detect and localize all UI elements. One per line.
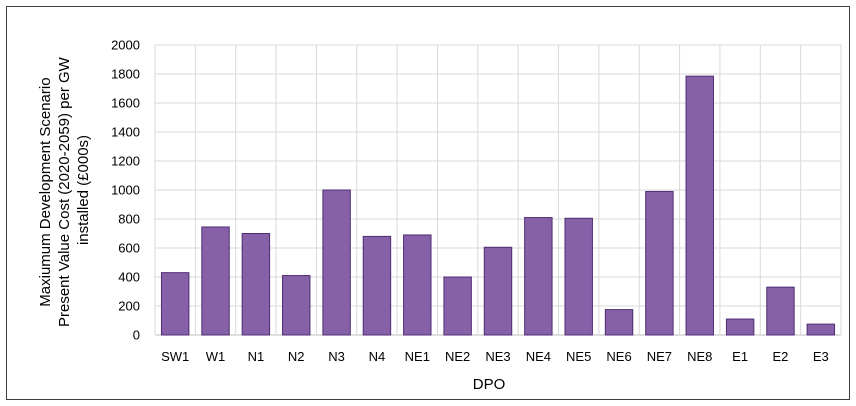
bar-n4 — [362, 235, 392, 336]
bars — [160, 75, 836, 336]
x-tick-label: N1 — [248, 349, 265, 364]
y-tick-label: 0 — [133, 328, 140, 343]
y-axis-ticks: 0 200 400 600 800 1000 1200 1400 1600 1800 2000 — [111, 38, 140, 343]
x-tick-label: N3 — [328, 349, 345, 364]
bar-ne8 — [685, 75, 714, 336]
bar-ne4 — [524, 217, 553, 336]
y-axis-title-line-3: installed (£000s) — [75, 135, 92, 245]
bar-ne5 — [564, 217, 593, 336]
y-axis-title-line-2: Present Value Cost (2020-2059) per GW — [56, 56, 73, 327]
bar-n1 — [241, 233, 271, 336]
y-axis-title: Maxiumum Development Scenario Present Va… — [37, 53, 92, 327]
x-tick-label: NE3 — [485, 349, 510, 364]
bar-n2 — [282, 275, 311, 336]
y-tick-label: 1600 — [111, 96, 140, 111]
y-tick-label: 800 — [118, 212, 140, 227]
bar-sw1 — [160, 272, 190, 336]
x-tick-label: NE7 — [647, 349, 672, 364]
bar-ne2 — [443, 276, 472, 336]
y-tick-label: 400 — [118, 270, 140, 285]
y-tick-label: 200 — [118, 299, 140, 314]
x-tick-label: NE2 — [445, 349, 470, 364]
y-axis-title-line-1: Maxiumum Development Scenario — [37, 77, 54, 306]
x-tick-label: E1 — [732, 349, 748, 364]
bar-ne3 — [483, 246, 513, 336]
bar-ne6 — [604, 309, 634, 336]
x-tick-label: NE1 — [405, 349, 430, 364]
bar-e2 — [766, 286, 795, 336]
y-tick-label: 2000 — [111, 38, 140, 53]
bar-e1 — [725, 318, 755, 336]
bar-ne1 — [403, 234, 432, 336]
x-tick-label: NE5 — [566, 349, 591, 364]
x-tick-label: NE4 — [526, 349, 551, 364]
bar-n3 — [322, 189, 351, 336]
x-axis-title: DPO — [473, 376, 506, 393]
y-tick-label: 1800 — [111, 67, 140, 82]
x-tick-label: SW1 — [161, 349, 189, 364]
bar-e3 — [806, 323, 836, 336]
y-tick-label: 1200 — [111, 154, 140, 169]
y-tick-label: 600 — [118, 241, 140, 256]
x-tick-label: N4 — [369, 349, 386, 364]
x-tick-label: E3 — [813, 349, 829, 364]
x-tick-label: W1 — [206, 349, 226, 364]
y-tick-label: 1000 — [111, 183, 140, 198]
y-tick-label: 1400 — [111, 125, 140, 140]
x-tick-label: E2 — [773, 349, 789, 364]
bar-w1 — [201, 226, 230, 336]
x-tick-label: N2 — [288, 349, 305, 364]
x-axis-ticks: SW1 W1 N1 N2 N3 N4 NE1 NE2 NE3 NE4 NE5 NE6 NE7 NE8 E1 E… — [161, 349, 829, 364]
x-tick-label: NE6 — [606, 349, 631, 364]
x-tick-label: NE8 — [687, 349, 712, 364]
bar-ne7 — [645, 190, 674, 336]
